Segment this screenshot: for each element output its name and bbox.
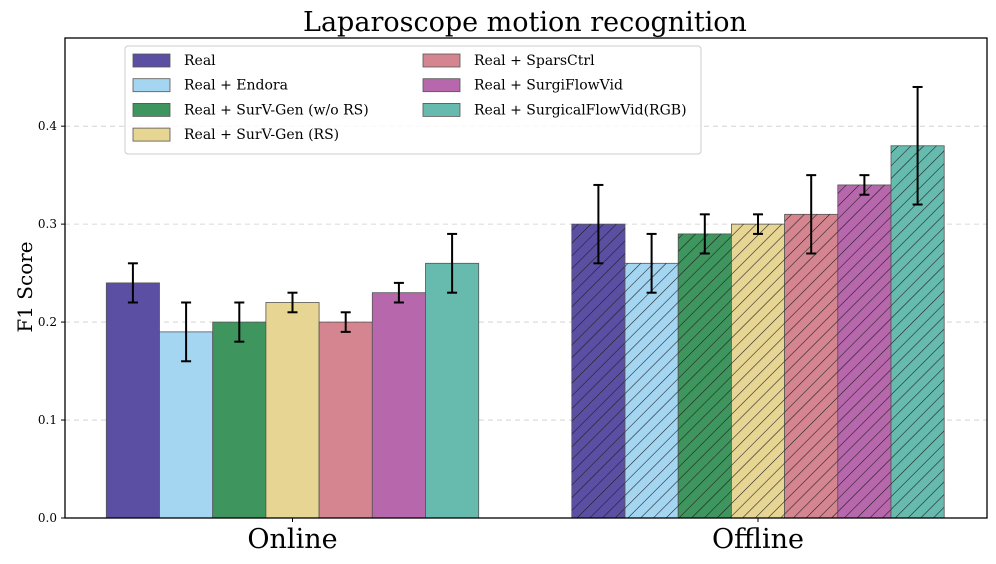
category-label: Online	[247, 524, 337, 555]
bar-hatch	[891, 145, 945, 518]
legend: Real Real + Endora Real + SurV-Gen (w/o RS…	[124, 45, 702, 155]
bar	[265, 302, 320, 519]
legend-label: Real + SurgiFlowVid	[474, 78, 623, 94]
bar	[371, 292, 426, 519]
legend-swatch	[132, 78, 171, 93]
category-labels: Online Offline	[247, 518, 804, 555]
legend-label: Real + SurgicalFlowVid(RGB)	[474, 102, 687, 118]
bar-hatch	[731, 224, 785, 519]
bar	[318, 321, 373, 519]
bar	[212, 321, 267, 519]
legend-swatch	[422, 53, 461, 68]
legend-swatch	[132, 53, 171, 68]
bar	[159, 331, 214, 519]
legend-label: Real + SurV-Gen (w/o RS)	[184, 102, 369, 118]
chart-title: Laparoscope motion recognition	[303, 7, 747, 38]
y-tick-label: 0.4	[38, 119, 57, 133]
legend-swatch	[422, 103, 461, 117]
error-bars	[127, 85, 923, 363]
legend-swatch	[422, 78, 461, 93]
y-tick-label: 0.2	[38, 315, 57, 329]
y-tick-label: 0.1	[38, 413, 57, 427]
y-tick-label: 0.3	[38, 217, 57, 231]
bar	[425, 262, 480, 519]
y-tick-label: 0.0	[38, 511, 57, 525]
bars	[105, 145, 945, 519]
legend-label: Real	[184, 53, 216, 69]
bar-hatch	[625, 263, 679, 518]
y-ticks: 0.0 0.1 0.2 0.3 0.4	[38, 119, 65, 525]
legend-box	[124, 45, 702, 155]
category-label: Offline	[712, 524, 804, 555]
bar-hatch	[571, 224, 625, 519]
legend-label: Real + SparsCtrl	[474, 53, 595, 69]
bar-hatch	[784, 214, 838, 518]
bar-hatch	[678, 233, 732, 518]
bar-hatch	[837, 184, 891, 518]
bar	[105, 282, 160, 519]
legend-label: Real + SurV-Gen (RS)	[184, 127, 339, 143]
y-axis-label: F1 Score	[13, 241, 37, 332]
legend-label: Real + Endora	[184, 78, 288, 94]
legend-swatch	[132, 127, 171, 142]
plot-frame	[64, 37, 988, 519]
legend-swatch	[132, 103, 171, 117]
